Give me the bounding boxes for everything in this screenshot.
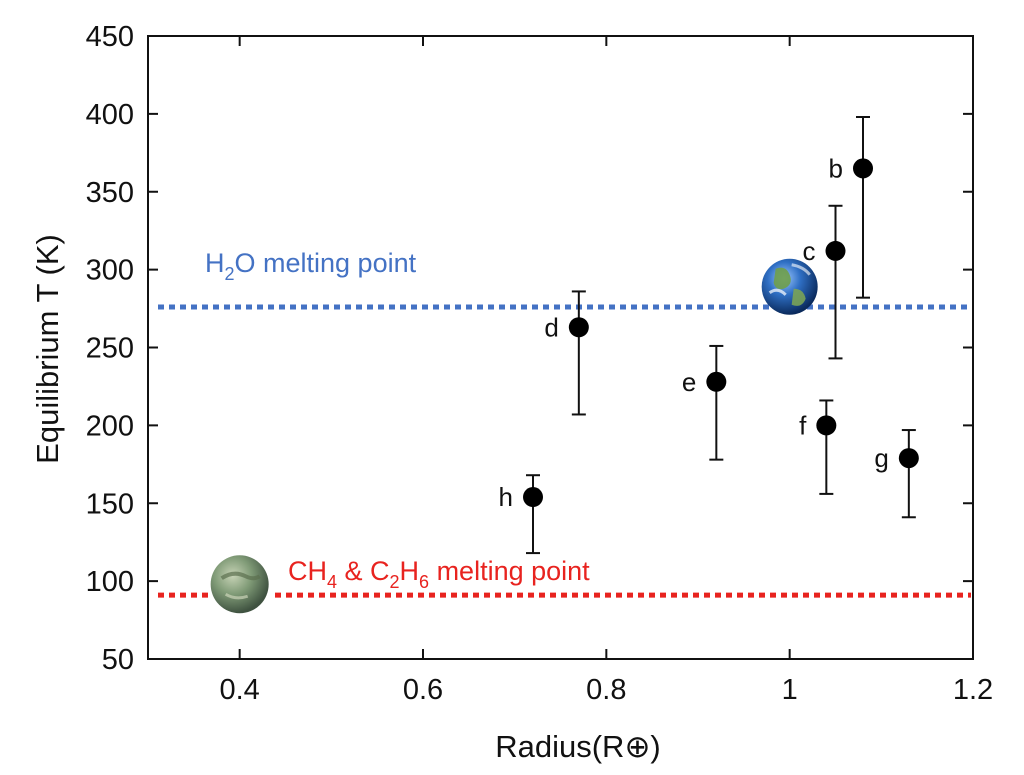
y-tick-label: 150 bbox=[86, 488, 134, 520]
y-axis-title: Equilibrium T (K) bbox=[30, 234, 65, 464]
x-axis-title: Radius(R⊕) bbox=[495, 729, 661, 764]
earth-icon bbox=[761, 258, 818, 315]
point-h bbox=[523, 487, 543, 508]
point-e bbox=[706, 371, 727, 392]
titan-icon bbox=[210, 555, 269, 614]
point-g bbox=[898, 448, 919, 469]
x-tick-label: 1.2 bbox=[953, 674, 993, 706]
h2o-melting-label: H2O melting point bbox=[205, 248, 417, 284]
plot-frame bbox=[147, 35, 974, 660]
y-tick-label: 450 bbox=[86, 21, 134, 53]
y-tick-label: 100 bbox=[86, 566, 134, 598]
point-label-b: b bbox=[829, 153, 843, 183]
y-tick-label: 50 bbox=[102, 644, 134, 676]
x-tick-label: 0.8 bbox=[586, 674, 626, 706]
point-label-c: c bbox=[803, 236, 816, 266]
y-tick-label: 300 bbox=[86, 255, 134, 287]
y-tick-label: 350 bbox=[86, 177, 134, 209]
point-f bbox=[816, 415, 837, 436]
x-tick-label: 0.4 bbox=[220, 674, 260, 706]
point-label-h: h bbox=[499, 482, 513, 512]
data-points: b c d e f g h bbox=[499, 115, 919, 555]
y-axis-ticks: 50 100 150 200 250 300 350 400 450 bbox=[86, 21, 973, 676]
x-tick-label: 1 bbox=[782, 674, 798, 706]
planet-icons bbox=[210, 258, 818, 614]
y-tick-label: 250 bbox=[86, 333, 134, 365]
y-tick-label: 200 bbox=[86, 410, 134, 442]
x-tick-label: 0.6 bbox=[403, 674, 443, 706]
point-b bbox=[853, 158, 873, 179]
point-label-d: d bbox=[544, 312, 558, 342]
point-label-e: e bbox=[682, 367, 696, 397]
point-label-f: f bbox=[799, 410, 807, 440]
point-label-g: g bbox=[874, 443, 888, 473]
y-tick-label: 400 bbox=[86, 99, 134, 131]
reference-lines bbox=[158, 304, 971, 598]
ch4-c2h6-melting-label: CH4 & C2H6 melting point bbox=[288, 556, 590, 592]
point-d bbox=[568, 317, 589, 338]
point-c bbox=[825, 240, 846, 261]
x-axis-ticks: 0.4 0.6 0.8 1 1.2 bbox=[220, 36, 993, 706]
